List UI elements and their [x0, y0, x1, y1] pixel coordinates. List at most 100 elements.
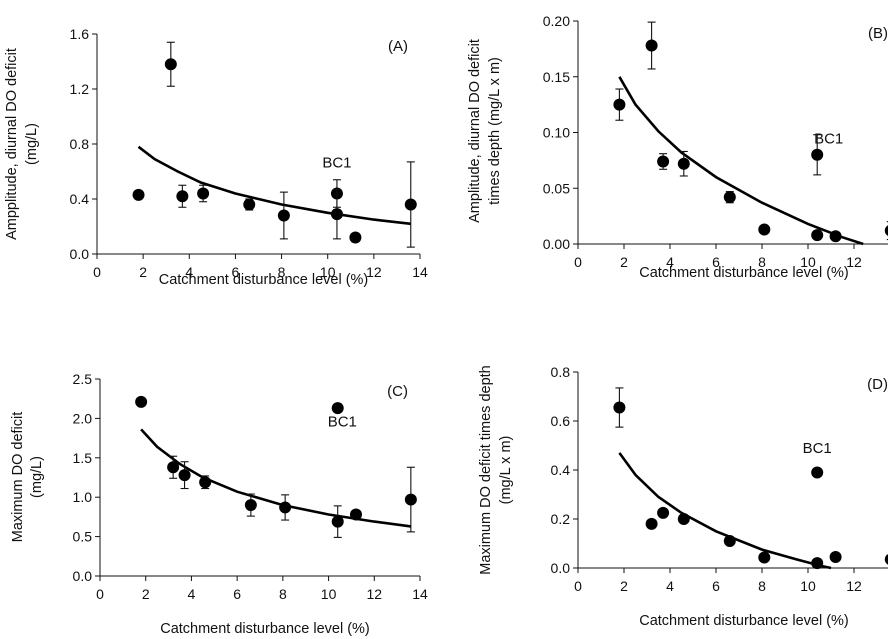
data-point — [277, 209, 290, 222]
x-tick-label: 12 — [846, 578, 862, 594]
y-tick-label: 0.5 — [73, 529, 93, 545]
panel-letter: (C) — [387, 383, 408, 400]
y-tick-label: 0.10 — [543, 125, 570, 141]
x-tick-label: 6 — [712, 578, 720, 594]
data-point — [279, 501, 292, 514]
y-tick-label: 2.5 — [73, 371, 93, 387]
x-tick-label: 10 — [800, 578, 816, 594]
y-axis-title-line: (mg/L) — [24, 123, 40, 165]
x-tick-label: 8 — [278, 264, 286, 280]
x-axis-title: Catchment disturbance level (%) — [639, 613, 849, 629]
y-tick-label: 1.2 — [70, 81, 90, 97]
y-tick-label: 0.8 — [70, 136, 90, 152]
x-tick-label: 2 — [142, 586, 150, 602]
y-axis-title-line: Amplitude, diurnal DO deficit — [467, 39, 483, 223]
data-point — [657, 155, 670, 168]
x-tick-label: 10 — [321, 586, 337, 602]
x-tick-label: 12 — [366, 264, 382, 280]
x-axis-title: Catchment disturbance level (%) — [159, 272, 369, 288]
x-tick-label: 4 — [666, 254, 674, 270]
y-tick-label: 0.05 — [543, 180, 570, 196]
data-point — [244, 499, 257, 512]
x-tick-label: 14 — [412, 586, 428, 602]
x-tick-label: 6 — [712, 254, 720, 270]
data-point — [884, 225, 888, 236]
data-point — [677, 157, 690, 170]
x-tick-label: 2 — [620, 578, 628, 594]
data-point — [132, 188, 145, 201]
y-axis-title-line: Maximum DO deficit times depth — [478, 365, 494, 575]
data-point — [613, 98, 626, 111]
y-axis-title-line: Maximum DO deficit — [10, 412, 26, 543]
y-tick-label: 0.15 — [543, 69, 570, 85]
x-tick-label: 4 — [188, 586, 196, 602]
x-tick-label: 2 — [620, 254, 628, 270]
data-point — [829, 550, 842, 563]
bc1-annotation: BC1 — [322, 154, 351, 171]
panel-letter: (A) — [388, 38, 408, 55]
y-axis-title-line: (mg/L) — [29, 456, 45, 498]
y-tick-label: 0.8 — [551, 364, 571, 380]
data-point — [243, 198, 256, 211]
data-point — [164, 58, 177, 71]
y-tick-label: 2.0 — [73, 410, 93, 426]
data-point — [167, 461, 180, 474]
panel-b-chart: 0.000.050.100.150.2002468101214Catchment… — [467, 13, 888, 281]
panel-letter: (D) — [867, 376, 888, 393]
x-tick-label: 8 — [758, 254, 766, 270]
y-tick-label: 0.0 — [70, 246, 90, 262]
data-point — [404, 198, 417, 211]
x-tick-label: 6 — [232, 264, 240, 280]
x-axis-title: Catchment disturbance level (%) — [160, 621, 370, 637]
data-point — [811, 466, 824, 479]
data-point — [178, 469, 191, 482]
data-point — [829, 230, 842, 243]
bc1-annotation: BC1 — [328, 413, 357, 430]
data-point — [677, 513, 690, 525]
data-point — [811, 148, 824, 161]
y-tick-label: 1.0 — [73, 489, 93, 505]
y-tick-label: 0.6 — [551, 413, 571, 429]
data-point — [350, 508, 362, 521]
x-tick-label: 0 — [96, 586, 104, 602]
data-point — [199, 476, 212, 489]
fitted-curve — [618, 76, 864, 246]
x-tick-label: 4 — [666, 578, 674, 594]
y-tick-label: 0.0 — [73, 568, 93, 584]
data-point — [758, 551, 771, 564]
panel-c-chart: 0.0 0.5 1.0 1.5 2.0 2.5 0 2 4 6 8 10 12 14 Catchment d… — [10, 371, 428, 637]
x-tick-label: 12 — [366, 586, 382, 602]
y-tick-label: 0.20 — [543, 13, 570, 29]
data-point — [645, 517, 658, 530]
x-tick-label: 8 — [758, 578, 766, 594]
bc1-annotation: BC1 — [814, 131, 843, 148]
panel-d-chart: 0.00.20.40.60.802468101214Catchment dist… — [478, 364, 888, 629]
x-tick-label: 0 — [574, 578, 582, 594]
data-point — [811, 229, 824, 242]
x-tick-label: 10 — [800, 254, 816, 270]
x-axis-title: Catchment disturbance level (%) — [639, 265, 849, 281]
data-point — [404, 493, 417, 506]
fitted-curve — [618, 452, 832, 570]
y-axis-title-line: times depth (mg/L x m) — [487, 57, 503, 205]
x-tick-label: 6 — [233, 586, 241, 602]
y-tick-label: 0.4 — [70, 191, 90, 207]
y-tick-label: 0.4 — [551, 462, 571, 478]
data-point — [176, 190, 189, 203]
y-axis-title-line: (mg/L x m) — [498, 436, 514, 505]
panel-a-chart: 0.0 0.4 0.8 1.2 1.6 0 2 4 6 8 10 12 14 Catchment dist… — [4, 26, 428, 288]
data-point — [884, 554, 888, 565]
data-point — [645, 39, 658, 52]
data-point — [330, 208, 343, 221]
y-tick-label: 0.2 — [551, 511, 571, 527]
x-tick-label: 12 — [846, 254, 862, 270]
y-tick-label: 1.5 — [73, 450, 93, 466]
x-tick-label: 4 — [185, 264, 193, 280]
data-point — [723, 191, 736, 204]
panel-letter: (B) — [868, 25, 888, 42]
x-tick-label: 10 — [320, 264, 336, 280]
data-point — [613, 401, 626, 414]
y-tick-label: 0.00 — [543, 236, 570, 252]
fitted-curve — [137, 145, 411, 226]
